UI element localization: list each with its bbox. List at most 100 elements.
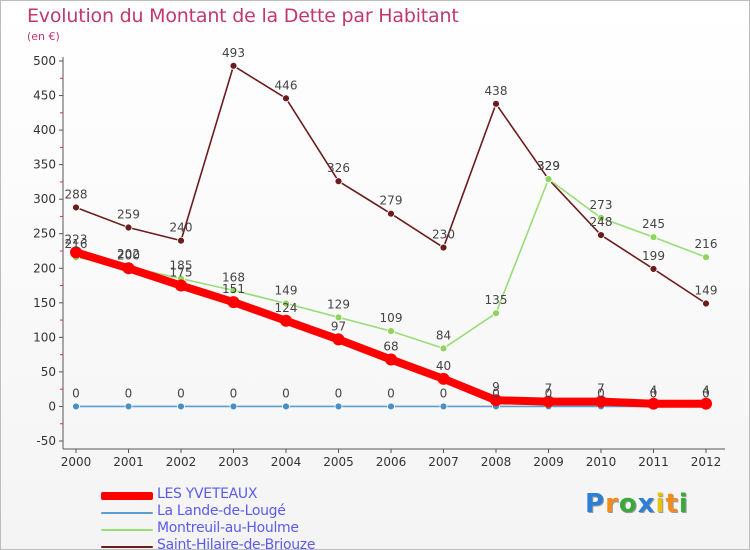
data-point — [437, 372, 450, 385]
y-tick-label: 500 — [33, 54, 56, 68]
data-point — [490, 394, 502, 407]
data-label: 273 — [590, 198, 613, 212]
data-point — [280, 314, 292, 327]
data-point — [227, 296, 240, 309]
data-point — [492, 309, 500, 318]
x-tick-label: 2004 — [271, 455, 302, 469]
data-label: 493 — [222, 46, 245, 60]
logo-letter: P — [585, 489, 606, 519]
proxiti-logo: Proxiti — [585, 489, 689, 519]
data-label: 97 — [331, 319, 346, 333]
data-point — [282, 299, 290, 308]
y-tick-label: 100 — [33, 330, 56, 344]
logo-letter: t — [665, 489, 679, 519]
legend-swatch — [101, 512, 153, 514]
data-point — [72, 402, 80, 411]
logo-letter: x — [637, 489, 656, 519]
data-label: 7 — [545, 382, 553, 396]
data-label: 0 — [335, 386, 343, 400]
data-label: 0 — [72, 386, 80, 400]
data-point — [542, 395, 555, 408]
x-tick-label: 2003 — [218, 455, 249, 469]
y-tick-label: 250 — [33, 227, 56, 241]
data-point — [387, 209, 395, 218]
legend-swatch — [101, 546, 153, 548]
data-label: 329 — [537, 159, 560, 173]
data-label: 0 — [387, 386, 395, 400]
data-point — [122, 262, 135, 275]
data-label: 0 — [282, 386, 290, 400]
data-point — [647, 397, 660, 410]
data-label: 288 — [65, 187, 88, 201]
logo-letter: r — [605, 489, 619, 519]
y-tick-label: 300 — [33, 192, 56, 206]
data-label: 135 — [485, 293, 508, 307]
data-label: 446 — [275, 78, 298, 92]
data-label: 0 — [125, 386, 133, 400]
data-point — [649, 265, 658, 273]
data-point — [385, 353, 397, 366]
x-tick-label: 2002 — [166, 455, 197, 469]
data-label: 68 — [383, 339, 398, 353]
data-label: 438 — [485, 84, 508, 98]
y-tick-label: -50 — [36, 434, 56, 448]
data-label: 151 — [222, 282, 245, 296]
data-point — [597, 213, 605, 222]
data-label: 248 — [590, 215, 613, 229]
data-point — [334, 177, 343, 186]
legend-swatch — [101, 529, 153, 531]
data-label: 200 — [117, 248, 140, 262]
data-point — [544, 175, 553, 184]
data-label: 7 — [597, 382, 605, 396]
data-label: 245 — [642, 217, 665, 231]
data-point — [124, 402, 133, 411]
data-point — [387, 402, 395, 411]
y-tick-label: 50 — [41, 365, 56, 379]
y-tick-label: 400 — [33, 123, 56, 137]
data-point — [175, 279, 187, 292]
data-point — [439, 344, 448, 353]
x-tick-label: 2010 — [586, 455, 617, 469]
data-label: 84 — [436, 328, 451, 342]
data-point — [177, 402, 185, 411]
data-point — [702, 299, 710, 308]
logo-letter: o — [618, 489, 638, 519]
data-label: 0 — [545, 386, 553, 400]
data-label: 0 — [597, 386, 605, 400]
data-point — [492, 99, 500, 108]
data-point — [649, 233, 658, 242]
data-point — [439, 402, 448, 411]
logo-letter: i — [655, 489, 666, 519]
chart-title: Evolution du Montant de la Dette par Hab… — [27, 5, 459, 27]
data-label: 124 — [275, 301, 298, 315]
x-tick-label: 2008 — [481, 455, 512, 469]
data-point — [72, 203, 80, 212]
data-label: 185 — [170, 259, 193, 273]
y-tick-label: 350 — [33, 158, 56, 172]
data-label: 279 — [380, 194, 403, 208]
legend-label: La Lande-de-Lougé — [157, 503, 286, 519]
x-tick-label: 2001 — [113, 455, 144, 469]
legend-label: Montreuil-au-Houlme — [157, 520, 299, 536]
x-tick-label: 2000 — [61, 455, 92, 469]
data-point — [334, 313, 343, 322]
y-tick-label: 150 — [33, 296, 56, 310]
data-label: 109 — [380, 311, 403, 325]
x-tick-label: 2007 — [428, 455, 459, 469]
legend-label: LES YVETEAUX — [157, 486, 258, 502]
x-tick-label: 2012 — [691, 455, 722, 469]
data-point — [229, 61, 238, 70]
data-label: 0 — [650, 386, 658, 400]
data-label: 149 — [695, 284, 718, 298]
data-label: 175 — [170, 266, 193, 280]
y-tick-label: 200 — [33, 261, 56, 275]
y-tick-label: 450 — [33, 89, 56, 103]
data-label: 0 — [230, 386, 238, 400]
data-point — [334, 402, 343, 411]
data-point — [332, 333, 345, 346]
data-label: 129 — [327, 297, 350, 311]
logo-letter: i — [678, 489, 689, 519]
data-label: 240 — [170, 221, 193, 235]
